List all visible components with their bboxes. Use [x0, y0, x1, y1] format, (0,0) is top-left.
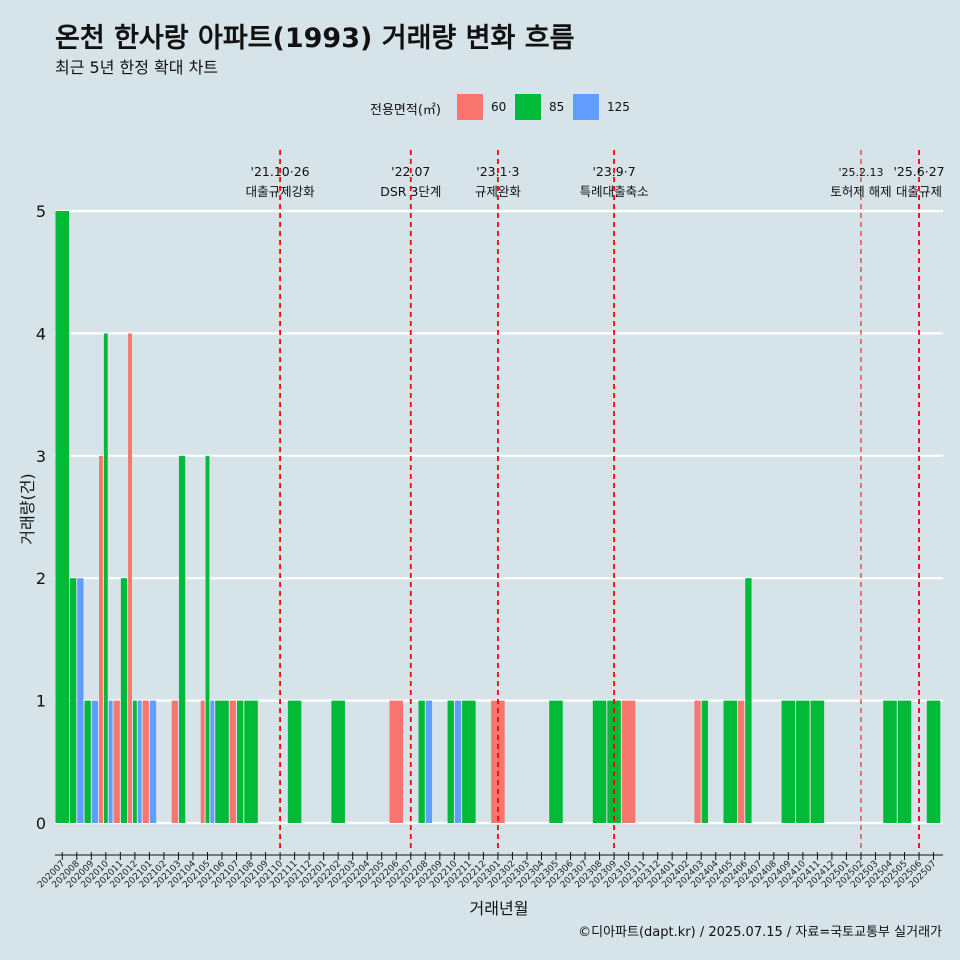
bar-60-202310 — [621, 700, 636, 823]
bar-60-202301 — [491, 700, 505, 823]
bar-125-202012 — [137, 700, 142, 823]
annotation-date-202506: '25.6·27 — [893, 164, 944, 179]
legend-title: 전용면적(㎡) — [370, 103, 441, 118]
bar-85-202009 — [84, 700, 91, 823]
bar-85-202411 — [810, 700, 825, 823]
bar-85-202106 — [215, 700, 229, 823]
annotation-date-202301: '23.1·3 — [476, 164, 519, 179]
bar-60-202103 — [171, 700, 178, 823]
chart-title: 온천 한사랑 아파트(1993) 거래량 변화 흐름 — [55, 23, 575, 54]
annotation-label-202110: 대출규제강화 — [246, 184, 316, 199]
bar-85-202211 — [462, 700, 476, 823]
bar-85-202208 — [418, 700, 425, 823]
annotation-label-202309: 특례대출축소 — [580, 184, 649, 199]
bar-125-202105 — [210, 700, 215, 823]
bar-125-202101 — [149, 700, 157, 823]
bar-85-202103 — [178, 455, 186, 823]
bar-85-202305 — [549, 700, 563, 823]
bar-85-202210 — [447, 700, 454, 823]
bar-125-202210 — [454, 700, 462, 823]
bar-85-202409 — [781, 700, 796, 823]
bar-85-202108 — [244, 700, 258, 823]
y-axis-title: 거래량(건) — [18, 473, 37, 544]
y-tick-label-4: 4 — [36, 324, 46, 343]
bar-60-202010 — [99, 455, 103, 823]
bar-85-202011 — [120, 578, 128, 823]
bar-60-202403 — [694, 700, 701, 823]
annotation-label-202207: DSR 3단계 — [380, 184, 441, 199]
bar-85-202010 — [103, 333, 108, 823]
bar-125-202009 — [91, 700, 99, 823]
legend: 전용면적(㎡) 60 85 125 — [0, 92, 960, 122]
bar-60-202107 — [229, 700, 237, 823]
bar-60-202101 — [142, 700, 149, 823]
x-axis-title: 거래년월 — [470, 899, 529, 918]
bar-85-202405 — [723, 700, 738, 823]
bar-60-202105 — [200, 700, 205, 823]
legend-label-60: 60 — [491, 100, 507, 114]
y-tick-label-0: 0 — [36, 814, 46, 833]
annotation-label-202506: 대출규제 — [896, 184, 942, 199]
bar-85-202403 — [701, 700, 708, 823]
annotation-date-202207: '22.07 — [391, 164, 430, 179]
y-tick-label-1: 1 — [36, 692, 46, 711]
annotation-label-202301: 규제완화 — [475, 184, 522, 199]
bar-85-202007 — [55, 211, 70, 823]
bar-85-202008 — [70, 578, 77, 823]
bar-85-202308 — [592, 700, 607, 823]
y-tick-label-5: 5 — [36, 202, 46, 221]
legend-key-60 — [457, 94, 483, 120]
annotation-date-202110: '21.10·26 — [251, 164, 310, 179]
bar-85-202012 — [132, 700, 137, 823]
bar-125-202008 — [77, 578, 84, 823]
legend-key-125 — [573, 94, 599, 120]
y-tick-label-3: 3 — [36, 447, 46, 466]
bar-85-202505 — [897, 700, 912, 823]
bar-60-202011 — [113, 700, 120, 823]
annotation-label-202502: 토허제 해제 — [830, 184, 891, 199]
bar-60-202012 — [128, 333, 132, 823]
bar-85-202202 — [331, 700, 345, 823]
source-caption: ©디아파트(dapt.kr) / 2025.07.15 / 자료=국토교통부 실… — [578, 925, 942, 940]
annotation-date-202309: '23.9·7 — [592, 164, 635, 179]
bar-125-202208 — [425, 700, 433, 823]
legend-key-85 — [515, 94, 541, 120]
bar-125-202010 — [108, 700, 113, 823]
legend-label-85: 85 — [549, 100, 565, 114]
bar-85-202504 — [883, 700, 897, 823]
bar-85-202105 — [205, 455, 210, 823]
annotation-date-202502: '25.2.13 — [838, 166, 883, 179]
chart-subtitle: 최근 5년 한정 확대 차트 — [55, 58, 219, 77]
bar-85-202507 — [926, 700, 941, 823]
y-tick-label-2: 2 — [36, 569, 46, 588]
bar-60-202406 — [738, 700, 745, 823]
bar-85-202111 — [287, 700, 302, 823]
bar-85-202107 — [237, 700, 244, 823]
bar-85-202410 — [796, 700, 810, 823]
legend-label-125: 125 — [607, 100, 630, 114]
bar-85-202406 — [745, 578, 752, 823]
bar-60-202206 — [389, 700, 404, 823]
bar-85-202309 — [607, 700, 621, 823]
